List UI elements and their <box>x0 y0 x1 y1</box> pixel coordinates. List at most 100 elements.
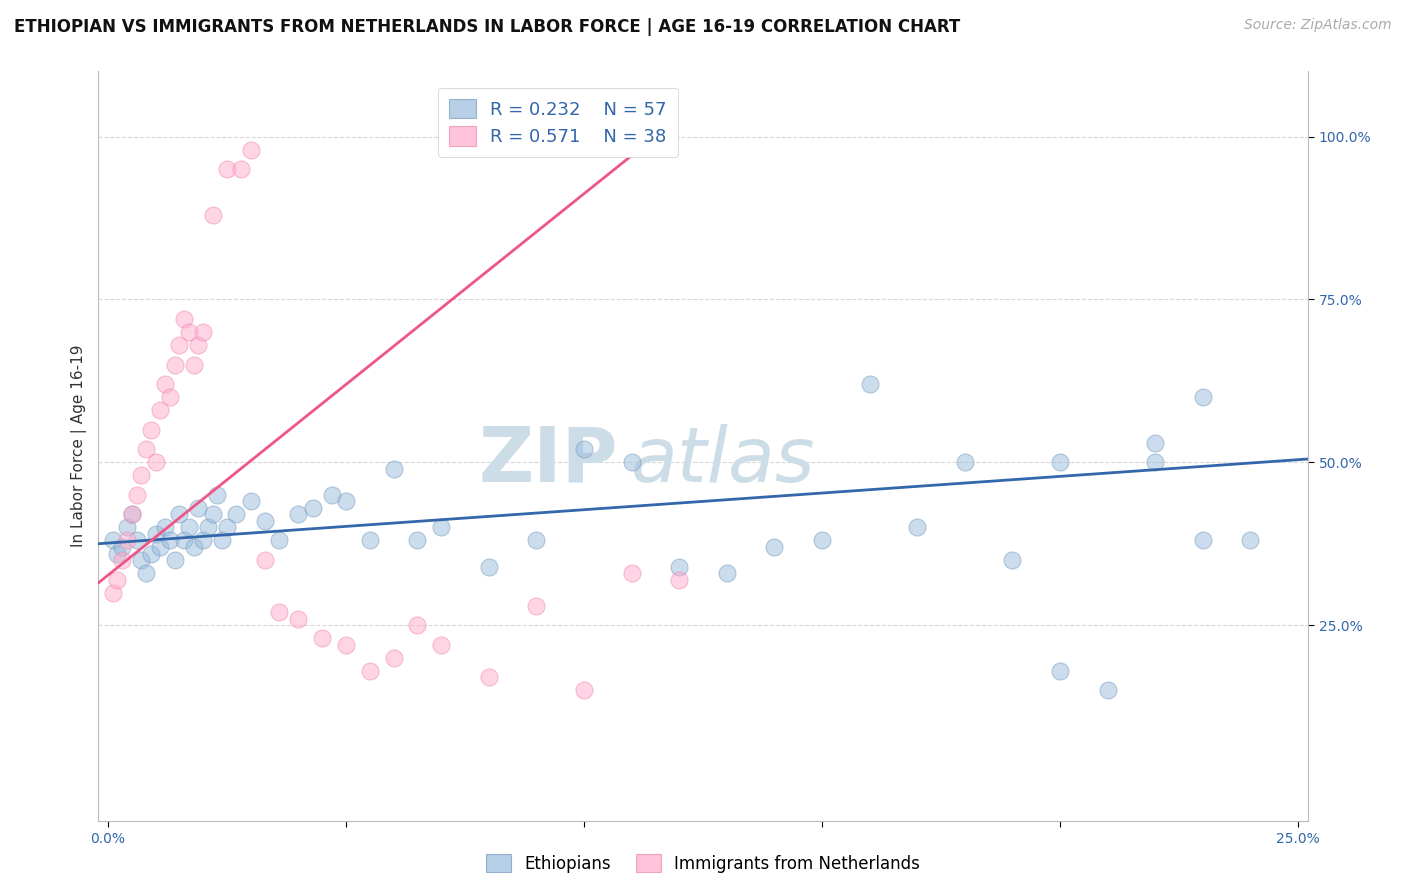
Point <box>382 462 405 476</box>
Point <box>139 423 162 437</box>
Point <box>287 508 309 522</box>
Point <box>149 403 172 417</box>
Point <box>620 566 643 580</box>
Point <box>207 488 229 502</box>
Point <box>145 527 167 541</box>
Point <box>135 566 157 580</box>
Legend: R = 0.232    N = 57, R = 0.571    N = 38: R = 0.232 N = 57, R = 0.571 N = 38 <box>439 88 678 157</box>
Point <box>231 162 253 177</box>
Point <box>254 514 277 528</box>
Point <box>149 540 172 554</box>
Point <box>668 573 690 587</box>
Point <box>187 338 209 352</box>
Point <box>153 520 176 534</box>
Point <box>169 338 191 352</box>
Point <box>183 540 205 554</box>
Point <box>163 553 186 567</box>
Point <box>177 520 200 534</box>
Point <box>239 494 262 508</box>
Point <box>101 533 124 548</box>
Point <box>145 455 167 469</box>
Point <box>159 390 181 404</box>
Point <box>478 559 501 574</box>
Point <box>359 664 381 678</box>
Point <box>335 494 357 508</box>
Y-axis label: In Labor Force | Age 16-19: In Labor Force | Age 16-19 <box>72 344 87 548</box>
Point <box>1097 683 1119 698</box>
Point <box>1001 553 1024 567</box>
Point <box>197 520 219 534</box>
Point <box>1192 533 1215 548</box>
Point <box>406 618 429 632</box>
Text: ZIP: ZIP <box>479 424 619 498</box>
Point <box>111 540 134 554</box>
Point <box>107 573 129 587</box>
Point <box>811 533 834 548</box>
Point <box>763 540 786 554</box>
Point <box>121 508 143 522</box>
Point <box>254 553 277 567</box>
Point <box>716 566 738 580</box>
Point <box>620 455 643 469</box>
Point <box>1144 455 1167 469</box>
Point <box>159 533 181 548</box>
Point <box>191 533 214 548</box>
Point <box>301 500 323 515</box>
Point <box>572 442 595 457</box>
Point <box>1049 455 1071 469</box>
Point <box>111 553 134 567</box>
Point <box>335 638 357 652</box>
Point <box>1239 533 1261 548</box>
Point <box>668 559 690 574</box>
Point <box>953 455 976 469</box>
Point <box>183 358 205 372</box>
Legend: Ethiopians, Immigrants from Netherlands: Ethiopians, Immigrants from Netherlands <box>479 847 927 880</box>
Point <box>524 533 547 548</box>
Point <box>191 325 214 339</box>
Point <box>129 468 152 483</box>
Point <box>359 533 381 548</box>
Point <box>215 520 238 534</box>
Point <box>905 520 928 534</box>
Point <box>125 533 148 548</box>
Point <box>1192 390 1215 404</box>
Text: ETHIOPIAN VS IMMIGRANTS FROM NETHERLANDS IN LABOR FORCE | AGE 16-19 CORRELATION : ETHIOPIAN VS IMMIGRANTS FROM NETHERLANDS… <box>14 18 960 36</box>
Point <box>173 533 195 548</box>
Point <box>169 508 191 522</box>
Point <box>269 533 291 548</box>
Point <box>287 612 309 626</box>
Point <box>430 520 453 534</box>
Point <box>382 650 405 665</box>
Point <box>269 605 291 619</box>
Text: atlas: atlas <box>630 424 815 498</box>
Point <box>163 358 186 372</box>
Text: Source: ZipAtlas.com: Source: ZipAtlas.com <box>1244 18 1392 32</box>
Point <box>225 508 247 522</box>
Point <box>153 377 176 392</box>
Point <box>101 585 124 599</box>
Point <box>211 533 233 548</box>
Point <box>135 442 157 457</box>
Point <box>115 520 138 534</box>
Point <box>187 500 209 515</box>
Point <box>215 162 238 177</box>
Point <box>107 547 129 561</box>
Point <box>430 638 453 652</box>
Point <box>201 208 224 222</box>
Point <box>321 488 343 502</box>
Point <box>478 670 501 684</box>
Point <box>115 533 138 548</box>
Point <box>125 488 148 502</box>
Point <box>129 553 152 567</box>
Point <box>406 533 429 548</box>
Point <box>1144 435 1167 450</box>
Point <box>139 547 162 561</box>
Point <box>121 508 143 522</box>
Point <box>173 312 195 326</box>
Point <box>239 143 262 157</box>
Point <box>572 683 595 698</box>
Point <box>201 508 224 522</box>
Point <box>311 631 333 645</box>
Point <box>524 599 547 613</box>
Point <box>177 325 200 339</box>
